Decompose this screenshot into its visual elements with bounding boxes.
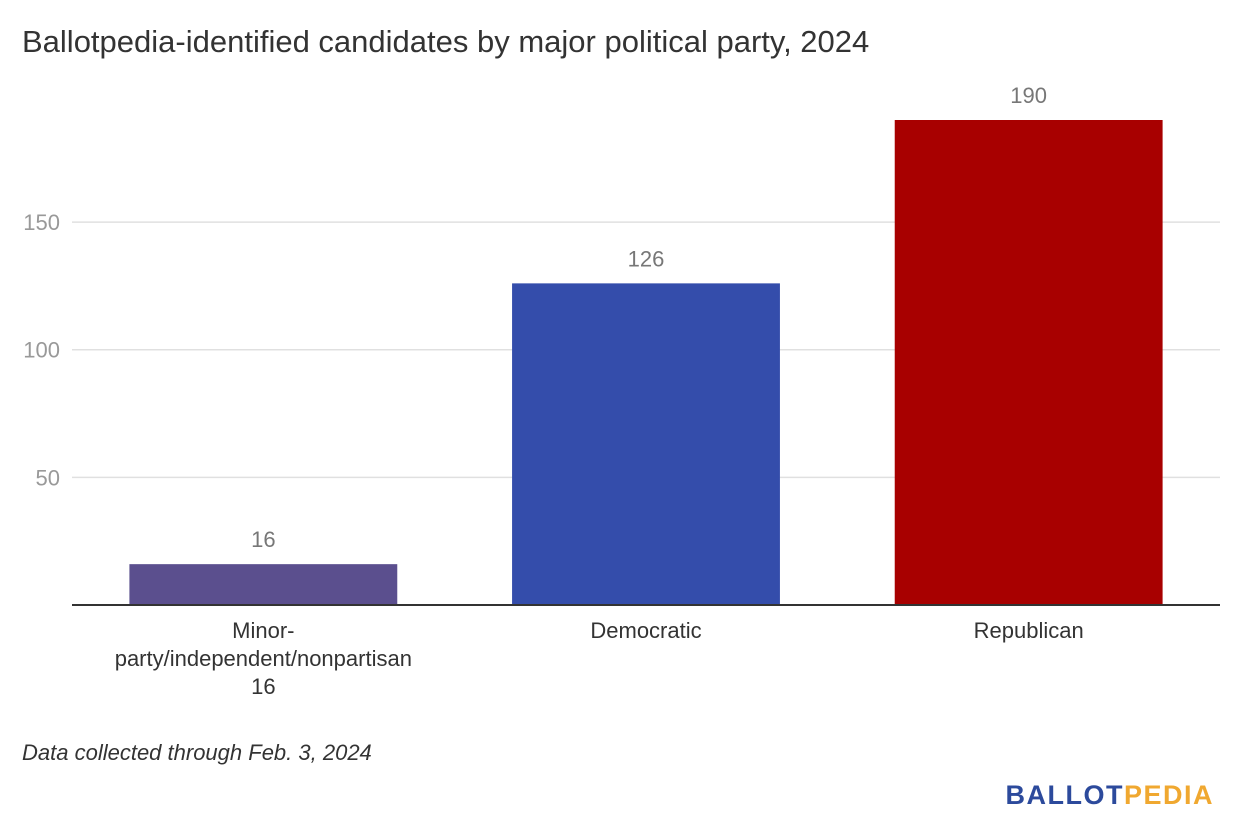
- bar: [894, 120, 1163, 605]
- data-label: 126: [628, 246, 665, 271]
- x-tick-label: party/independent/nonpartisan: [115, 646, 412, 671]
- y-tick-label: 100: [23, 338, 60, 363]
- x-tick-label: Minor-: [232, 618, 294, 643]
- logo-part-ballot: BALLOT: [1005, 780, 1124, 810]
- footnote: Data collected through Feb. 3, 2024: [22, 740, 372, 765]
- bar: [129, 564, 398, 605]
- x-tick-label: Democratic: [590, 618, 701, 643]
- data-label: 16: [251, 527, 275, 552]
- data-label: 190: [1010, 83, 1047, 108]
- bar-chart: 50 100 150 16 Minor-party/independent/nonpar…: [23, 83, 1220, 699]
- ballotpedia-logo: BALLOTPEDIA: [1005, 780, 1214, 811]
- chart-title: Ballotpedia-identified candidates by maj…: [22, 24, 870, 59]
- logo-part-pedia: PEDIA: [1123, 780, 1214, 810]
- bar: [512, 283, 780, 605]
- y-tick-label: 150: [23, 210, 60, 235]
- y-tick-label: 50: [36, 465, 60, 490]
- x-tick-label: Republican: [974, 618, 1084, 643]
- x-tick-label: 16: [251, 674, 275, 699]
